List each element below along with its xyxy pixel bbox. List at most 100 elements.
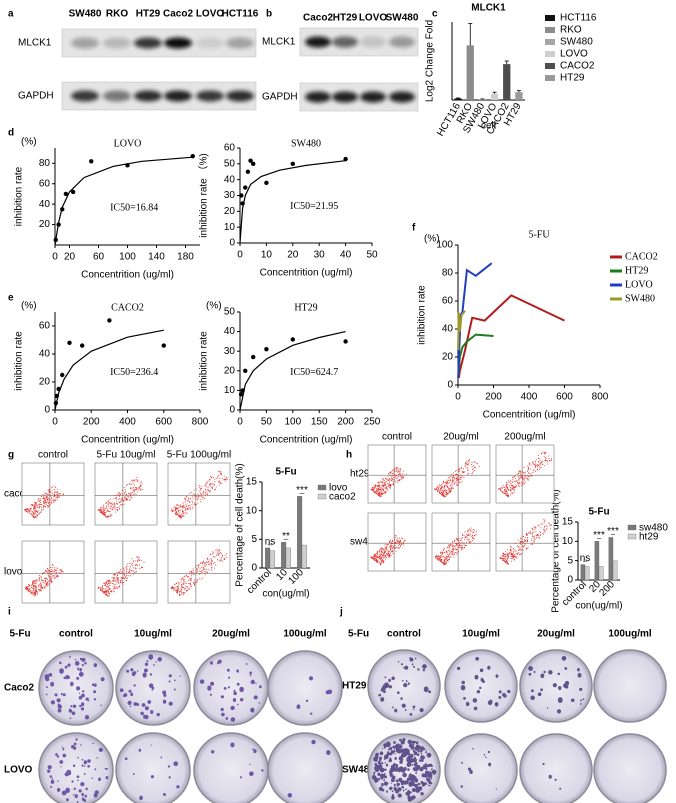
flow-column-label: control <box>38 450 68 461</box>
legend-label: SW480 <box>625 293 655 304</box>
legend-label: HT29 <box>560 73 585 84</box>
legend-swatch <box>317 493 327 500</box>
x-tick-label: 140 <box>148 252 165 263</box>
significance-label: ** <box>282 531 290 542</box>
blot-band <box>226 90 254 102</box>
y-tick-label: 15 <box>246 477 258 488</box>
y-tick-label: 10 <box>224 385 236 396</box>
y-tick-label: 40 <box>224 326 236 337</box>
flow-plot-frame <box>94 540 158 604</box>
culture-plate <box>115 732 191 803</box>
culture-plate <box>38 650 114 726</box>
flow-row-label: sw480 <box>350 537 379 548</box>
colony-header: 5-Fu <box>348 629 369 640</box>
data-point <box>56 222 61 227</box>
bar <box>598 566 604 581</box>
blot-band <box>196 90 224 102</box>
data-point <box>107 318 112 323</box>
bar <box>503 64 511 100</box>
series-line <box>457 310 466 351</box>
colony-header: 5-Fu <box>9 629 30 640</box>
colonies <box>371 738 437 802</box>
data-point <box>63 191 69 197</box>
blot-band <box>71 90 99 102</box>
flow-events <box>370 466 407 498</box>
blot-band <box>134 90 162 102</box>
y-tick-label: 0 <box>229 238 235 249</box>
x-tick-label: 150 <box>311 417 328 428</box>
bar <box>454 98 462 100</box>
y-tick-label: 20 <box>442 352 454 363</box>
x-tick-label: 600 <box>155 417 172 428</box>
y-tick-label: 60 <box>442 296 454 307</box>
blot-band <box>360 91 386 103</box>
fit-curve <box>54 156 193 246</box>
blot-row-label: MLCK1 <box>18 38 52 49</box>
y-axis-unit: (%) <box>21 301 37 312</box>
x-tick-label: 250 <box>364 417 381 428</box>
data-point <box>56 386 61 392</box>
y-tick-label: 0 <box>251 563 257 574</box>
blot-band <box>164 90 192 102</box>
legend-label: CACO2 <box>560 61 595 72</box>
x-tick-label: 200 <box>337 417 354 428</box>
data-point <box>264 347 269 352</box>
legend-swatch <box>627 524 637 531</box>
y-tick-label: 60 <box>224 143 236 154</box>
bar <box>478 99 487 100</box>
flow-plot-frame <box>495 512 555 572</box>
y-axis-label: inhibition rate <box>14 331 25 391</box>
bar <box>281 542 287 569</box>
legend-label: CACO2 <box>625 251 658 262</box>
y-axis-label: inhibition rate <box>14 166 25 226</box>
y-tick-label: 30 <box>224 190 236 201</box>
flow-events <box>170 549 227 596</box>
x-axis-label: Concentrition (ug/ml) <box>81 435 174 446</box>
significance-label: *** <box>607 526 619 537</box>
legend-swatch <box>627 533 637 540</box>
panel-label: g <box>8 450 14 461</box>
x-tick-label: 0 <box>237 417 243 428</box>
blot-band <box>389 36 415 48</box>
x-tick-label: 800 <box>192 417 209 428</box>
legend-label: caco2 <box>329 492 356 503</box>
colony-row-label: Caco2 <box>4 683 34 694</box>
data-point <box>240 201 245 206</box>
x-tick-label: 60 <box>93 252 105 263</box>
data-point <box>240 388 245 393</box>
lane-label: Caco2 <box>163 9 193 20</box>
data-point <box>54 393 60 399</box>
legend-swatch <box>545 39 555 45</box>
culture-plate <box>267 732 343 803</box>
blot-band <box>71 37 99 49</box>
y-tick-label: 100 <box>436 240 453 251</box>
legend-label: ht29 <box>639 532 659 543</box>
colonies <box>119 654 181 720</box>
x-tick-label: 0 <box>52 252 58 263</box>
colonies <box>44 655 105 720</box>
flow-column-label: 20ug/ml <box>443 432 479 443</box>
colony-column-label: 10ug/ml <box>134 629 172 640</box>
x-tick-label: 50 <box>261 417 273 428</box>
data-point <box>290 337 295 342</box>
flow-column-label: control <box>382 432 412 443</box>
x-tick-label: 200 <box>485 392 502 403</box>
flow-events <box>498 451 552 498</box>
fit-curve <box>239 160 346 244</box>
data-point <box>67 340 72 345</box>
panel-label: c <box>432 9 438 20</box>
flow-plot-frame <box>431 512 491 572</box>
y-tick-label: 40 <box>39 349 51 360</box>
data-point <box>243 185 248 190</box>
legend-label: HCT116 <box>560 13 597 24</box>
colony-column-label: 10ug/ml <box>462 629 500 640</box>
culture-plate <box>267 650 343 726</box>
colony-column-label: 100ug/ml <box>283 629 327 640</box>
y-axis-label: inhibition rate <box>417 285 428 345</box>
bar <box>594 541 600 581</box>
legend-label: lovo <box>329 483 348 494</box>
y-tick-label: 20 <box>39 377 51 388</box>
y-tick-label: 40 <box>39 199 51 210</box>
panel-label: j <box>339 607 343 618</box>
culture-plate <box>519 733 593 803</box>
